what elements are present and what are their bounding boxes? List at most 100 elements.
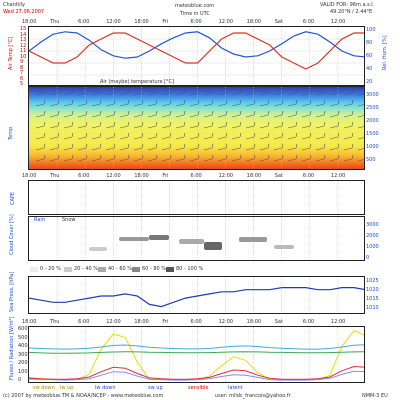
wind-barb-flag [169, 88, 172, 94]
legend-sw-up: sw up [148, 385, 163, 391]
legend-lw-up: lw up [60, 385, 74, 391]
wind-barb [259, 92, 269, 96]
wind-barb-flag [323, 132, 326, 138]
wind-barb-flag [239, 110, 242, 116]
altitude-tick-label: 2500 [366, 105, 379, 111]
wind-barb-flag [113, 132, 116, 138]
wind-barb [77, 125, 87, 129]
wind-barb-flag [337, 154, 340, 160]
wind-barb [273, 158, 283, 162]
wind-barb-flag [197, 99, 200, 105]
wind-barb [343, 103, 353, 107]
wind-barb [35, 114, 45, 118]
temperature-line [29, 32, 364, 70]
wind-barb-flag [127, 132, 130, 138]
wind-barb [273, 125, 283, 129]
wind-barb [301, 103, 311, 107]
wind-barb [301, 92, 311, 96]
wind-barb [63, 136, 73, 140]
timezone-label: Time in UTC [180, 11, 210, 17]
wind-barb-flag [351, 121, 354, 127]
temp-tick-label: 8 [20, 64, 24, 71]
wind-barb [329, 136, 339, 140]
wind-barb [343, 147, 353, 151]
wind-barb [35, 103, 45, 107]
wind-barb-flag [295, 132, 298, 138]
wind-barb [203, 92, 213, 96]
wind-barb-flag [183, 143, 186, 149]
wind-barb-flag [351, 99, 354, 105]
time-tick-label: 12:00 [330, 173, 346, 179]
wind-barb [133, 92, 143, 96]
wind-barb-flag [113, 154, 116, 160]
wind-barb [301, 125, 311, 129]
wind-barb-flag [197, 154, 200, 160]
wind-barb [343, 125, 353, 129]
wind-barb-flag [183, 88, 186, 94]
wind-barb-flag [99, 88, 102, 94]
wind-barb-flag [239, 121, 242, 127]
wind-barb [231, 136, 241, 140]
wind-barb-flag [267, 110, 270, 116]
wind-barb [105, 136, 115, 140]
wind-barb [133, 114, 143, 118]
wind-barb-flag [43, 88, 46, 94]
wind-barb-flag [85, 88, 88, 94]
legend-sw-down: sw down [33, 385, 55, 391]
wind-barb [91, 158, 101, 162]
wind-barb [147, 114, 157, 118]
humidity-tick-label: 100 [366, 27, 376, 33]
wind-barb [357, 159, 364, 162]
wind-barb [203, 114, 213, 118]
wind-barb-flag [197, 88, 200, 94]
wind-barb-flag [141, 99, 144, 105]
wind-barb-flag [323, 143, 326, 149]
wind-barb-flag [351, 110, 354, 116]
time-tick-label: 6:00 [78, 173, 90, 179]
cape-chart [56, 181, 339, 214]
wind-barb-flag [155, 154, 158, 160]
wind-barb-flag [71, 110, 74, 116]
wind-barb-flag [113, 88, 116, 94]
wind-barb-flag [197, 143, 200, 149]
cloud-patch [204, 242, 222, 250]
wind-barb [217, 114, 227, 118]
wind-barb-flag [351, 132, 354, 138]
wind-barb-flag [281, 121, 284, 127]
wind-barb-flag [141, 132, 144, 138]
wind-barb [161, 103, 171, 107]
cape-axis-label: CAPE [10, 191, 16, 205]
time-tick-label: 12:00 [330, 19, 346, 25]
wind-barb-flag [99, 121, 102, 127]
wind-barb [119, 125, 129, 129]
wind-barb-flag [225, 143, 228, 149]
wind-barb-flag [57, 132, 60, 138]
time-tick-label: 6:00 [78, 319, 90, 325]
wind-barb-flag [253, 154, 256, 160]
location-title: Chantilly [3, 2, 25, 8]
wind-barb-flag [225, 154, 228, 160]
flux-tick-label: 500 [18, 334, 28, 341]
altitude-tick-label: 1500 [366, 131, 379, 137]
pressure-tick-label: 1020 [366, 287, 379, 293]
wind-barb [49, 136, 59, 140]
wind-barb-flag [183, 99, 186, 105]
wind-barb [329, 103, 339, 107]
pressure-tick-label: 1010 [366, 305, 379, 311]
wind-barb-flag [323, 110, 326, 116]
wind-barb [315, 136, 325, 140]
legend-snow: Snow [62, 217, 76, 223]
time-tick-label: 12:00 [218, 173, 233, 179]
wind-barb [357, 148, 364, 151]
wind-barb [161, 114, 171, 118]
cloud-cover-chart [56, 217, 339, 260]
wind-barb-flag [85, 110, 88, 116]
wind-barb [77, 136, 87, 140]
wind-barb [77, 103, 87, 107]
wind-barb-flag [337, 99, 340, 105]
wind-barb [119, 147, 129, 151]
wind-barb-flag [141, 110, 144, 116]
wind-barb-flag [225, 132, 228, 138]
wind-barb-flag [253, 88, 256, 94]
wind-barb-flag [211, 154, 214, 160]
